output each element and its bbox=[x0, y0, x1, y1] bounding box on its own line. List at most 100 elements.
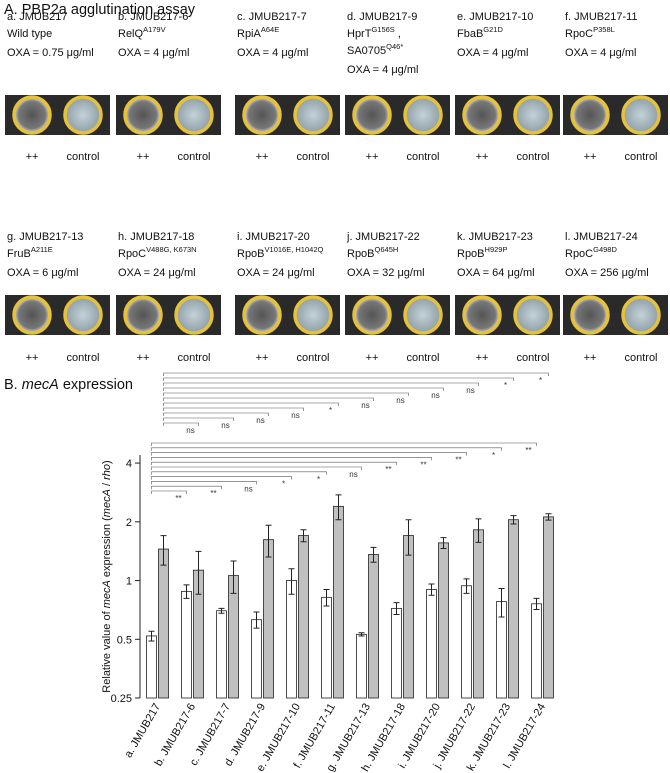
error-bar bbox=[195, 550, 202, 595]
title-part: mecA bbox=[22, 377, 59, 393]
error-bar bbox=[405, 519, 412, 556]
significance-label: * bbox=[317, 475, 320, 484]
mutation-label: RpoBV1016E, H1042Q bbox=[237, 245, 323, 260]
control-well bbox=[403, 95, 443, 135]
significance-label: ** bbox=[525, 446, 531, 455]
control-label: control bbox=[66, 151, 99, 163]
bar bbox=[426, 589, 437, 699]
mutation-label: RelQA179V bbox=[118, 25, 166, 40]
title-part: expression bbox=[59, 377, 133, 393]
significance-bracket bbox=[151, 447, 502, 451]
bar bbox=[251, 619, 262, 699]
gene: FbaB bbox=[457, 28, 483, 40]
y-label-part: Relative value of bbox=[101, 608, 113, 692]
plus-label: ++ bbox=[26, 151, 39, 163]
mutation-label: RpoBH929P bbox=[457, 245, 507, 260]
significance-bracket bbox=[151, 466, 362, 470]
error-bar bbox=[393, 602, 400, 615]
mutation-label: RpiAA64E bbox=[237, 25, 279, 40]
significance-bracket bbox=[151, 452, 467, 456]
significance-label: ns bbox=[431, 391, 439, 400]
control-label: control bbox=[516, 352, 549, 364]
error-bar bbox=[148, 630, 155, 642]
bar bbox=[216, 610, 227, 699]
sample-well bbox=[12, 295, 52, 335]
bar bbox=[228, 575, 239, 699]
oxa-label: OXA = 256 μg/ml bbox=[565, 267, 649, 279]
oxa-label: OXA = 4 μg/ml bbox=[237, 47, 308, 59]
plus-label: ++ bbox=[137, 151, 150, 163]
bar bbox=[543, 516, 554, 699]
oxa-label: OXA = 4 μg/ml bbox=[347, 64, 418, 76]
sample-well bbox=[462, 295, 502, 335]
superscript: V488G, K673N bbox=[146, 245, 196, 254]
significance-label: ns bbox=[349, 470, 357, 479]
strain-label: i. JMUB217-20 bbox=[237, 231, 310, 243]
control-label: control bbox=[296, 151, 329, 163]
error-bar bbox=[253, 611, 260, 629]
strain-label: k. JMUB217-23 bbox=[457, 231, 533, 243]
control-label: control bbox=[177, 151, 210, 163]
panel-a-title: A. PBP2a agglutination assay bbox=[4, 2, 196, 18]
superscript: G498D bbox=[593, 245, 617, 254]
error-bar bbox=[428, 583, 435, 596]
control-label: control bbox=[516, 151, 549, 163]
y-label-part: ) bbox=[101, 460, 113, 464]
significance-label: ** bbox=[210, 489, 216, 498]
significance-label: ** bbox=[455, 456, 461, 465]
control-well bbox=[513, 295, 553, 335]
significance-label: * bbox=[282, 480, 285, 489]
error-bar bbox=[533, 597, 540, 611]
control-well bbox=[63, 95, 103, 135]
mutation-label: RpoCV488G, K673N bbox=[118, 245, 197, 260]
title-part: B. bbox=[4, 377, 22, 393]
error-bar bbox=[230, 560, 237, 594]
bar bbox=[333, 505, 344, 699]
y-tick-label: 0.25 bbox=[111, 693, 132, 705]
strain-label: d. JMUB217-9 bbox=[347, 11, 417, 23]
sample-well bbox=[123, 295, 163, 335]
bar bbox=[263, 539, 274, 699]
superscript: G21D bbox=[483, 25, 503, 34]
y-tick-label: 4 bbox=[126, 458, 132, 470]
strain-label: a. JMUB217 bbox=[7, 11, 68, 23]
error-bar bbox=[300, 529, 307, 543]
mutation-label: RpoBQ645H bbox=[347, 245, 398, 260]
error-bar bbox=[358, 632, 365, 637]
error-bar bbox=[323, 588, 330, 607]
strain-label: g. JMUB217-13 bbox=[7, 231, 83, 243]
plus-label: ++ bbox=[26, 352, 39, 364]
gene: RpoC bbox=[565, 248, 593, 260]
oxa-label: OXA = 32 μg/ml bbox=[347, 267, 425, 279]
significance-bracket bbox=[151, 461, 397, 466]
control-label: control bbox=[624, 352, 657, 364]
strain-label: f. JMUB217-11 bbox=[565, 11, 638, 23]
bar bbox=[368, 554, 379, 699]
bar bbox=[403, 535, 414, 699]
y-axis-label: Relative value of mecA expression (mecA … bbox=[101, 460, 113, 692]
superscript: Q46* bbox=[386, 42, 403, 51]
significance-bracket bbox=[151, 442, 537, 446]
sample-well bbox=[570, 295, 610, 335]
plus-label: ++ bbox=[476, 352, 489, 364]
sample-well bbox=[352, 295, 392, 335]
significance-bracket bbox=[163, 402, 339, 406]
significance-bracket bbox=[163, 387, 444, 391]
sample-well bbox=[12, 95, 52, 135]
mutation-label: FbaBG21D bbox=[457, 25, 503, 40]
significance-label: ns bbox=[244, 484, 252, 493]
y-label-part: mecA bbox=[101, 580, 113, 608]
significance-bracket bbox=[151, 457, 432, 461]
significance-label: ns bbox=[466, 386, 474, 395]
significance-bracket bbox=[163, 407, 304, 411]
strain-label: c. JMUB217-7 bbox=[237, 11, 307, 23]
strain-label: b. JMUB217-6 bbox=[118, 11, 188, 23]
control-label: control bbox=[296, 352, 329, 364]
significance-label: ** bbox=[420, 460, 426, 469]
mutation-label: RpoCG498D bbox=[565, 245, 617, 260]
bar bbox=[473, 529, 484, 699]
bar bbox=[356, 633, 367, 699]
control-label: control bbox=[177, 352, 210, 364]
significance-bracket bbox=[163, 397, 374, 401]
superscript: A211E bbox=[31, 245, 53, 254]
